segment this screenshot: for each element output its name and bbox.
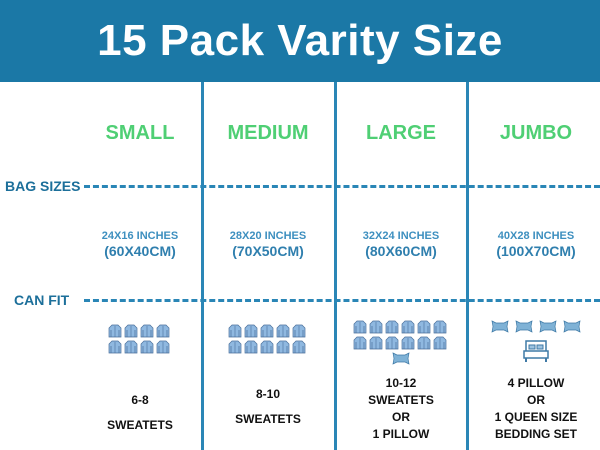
bed-icon (523, 339, 549, 363)
sweater-icon (385, 320, 399, 334)
sweater-icon (260, 340, 274, 354)
fit-line: OR (392, 410, 410, 424)
page-title: 15 Pack Varity Size (97, 16, 503, 65)
column-divider (201, 82, 204, 450)
size-name: LARGE (366, 122, 436, 144)
sweater-icon (417, 336, 431, 350)
fit-line: 1 QUEEN SIZE (494, 410, 578, 424)
fit-line: SWEATETS (107, 418, 173, 432)
sweater-icon (292, 324, 306, 338)
fit-line: OR (527, 393, 545, 407)
size-inches: 24X16 INCHES (101, 230, 179, 242)
sweater-icon (228, 324, 242, 338)
sweater-icon (108, 324, 122, 338)
fit-description: 10-12 SWEATETS OR 1 PILLOW (336, 375, 466, 443)
fit-description: 6-8 SWEATETS (75, 392, 205, 434)
sweater-icon (244, 340, 258, 354)
sweater-icon (433, 336, 447, 350)
sweater-icon (156, 324, 170, 338)
size-cm: (60X40CM) (104, 243, 176, 259)
sweater-icon (401, 320, 415, 334)
fit-line: 1 PILLOW (372, 427, 430, 441)
fit-line: 4 PILLOW (507, 376, 565, 390)
sweater-icon (156, 340, 170, 354)
fit-description: 4 PILLOW OR 1 QUEEN SIZE BEDDING SET (471, 375, 600, 443)
column-divider (466, 82, 469, 450)
sweater-icon (369, 320, 383, 334)
sweater-icon (401, 336, 415, 350)
column-divider (334, 82, 337, 450)
bag-sizes-divider (84, 185, 600, 188)
size-inches: 32X24 INCHES (362, 230, 440, 242)
sweater-icon (124, 340, 138, 354)
sweater-icon (124, 324, 138, 338)
sweater-icon (385, 336, 399, 350)
pillow-icon (539, 320, 557, 333)
fit-line: 10-12 (385, 376, 417, 390)
size-cm: (80X60CM) (365, 243, 437, 259)
sweater-icon (244, 324, 258, 338)
sweater-icon (353, 320, 367, 334)
capacity-icons (336, 320, 466, 365)
sweater-icon (140, 340, 154, 354)
size-inches: 40X28 INCHES (497, 230, 575, 242)
sweater-icon (369, 336, 383, 350)
fit-line: SWEATETS (368, 393, 434, 407)
sweater-icon (276, 324, 290, 338)
sweater-icon (228, 340, 242, 354)
sweater-icon (276, 340, 290, 354)
fit-line: 8-10 (255, 387, 281, 401)
can-fit-divider (84, 299, 600, 302)
capacity-icons (471, 320, 600, 363)
sweater-icon (292, 340, 306, 354)
bag-sizes-label: BAG SIZES (5, 178, 81, 194)
fit-line: SWEATETS (235, 412, 301, 426)
size-name: MEDIUM (227, 122, 309, 144)
title-banner: 15 Pack Varity Size (0, 0, 600, 82)
pillow-icon (392, 352, 410, 365)
pillow-icon (563, 320, 581, 333)
capacity-icons (75, 324, 205, 354)
fit-description: 8-10 SWEATETS (203, 386, 333, 428)
fit-line: BEDDING SET (494, 427, 577, 441)
sweater-icon (260, 324, 274, 338)
pillow-icon (491, 320, 509, 333)
sweater-icon (140, 324, 154, 338)
size-name: JUMBO (499, 122, 573, 144)
sweater-icon (433, 320, 447, 334)
size-inches: 28X20 INCHES (229, 230, 307, 242)
sweater-icon (353, 336, 367, 350)
fit-line: 6-8 (131, 393, 149, 407)
sweater-icon (108, 340, 122, 354)
can-fit-label: CAN FIT (14, 292, 70, 308)
size-cm: (100X70CM) (496, 243, 576, 259)
pillow-icon (515, 320, 533, 333)
size-name: SMALL (105, 122, 175, 144)
size-cm: (70X50CM) (232, 243, 304, 259)
capacity-icons (203, 324, 333, 354)
sweater-icon (417, 320, 431, 334)
